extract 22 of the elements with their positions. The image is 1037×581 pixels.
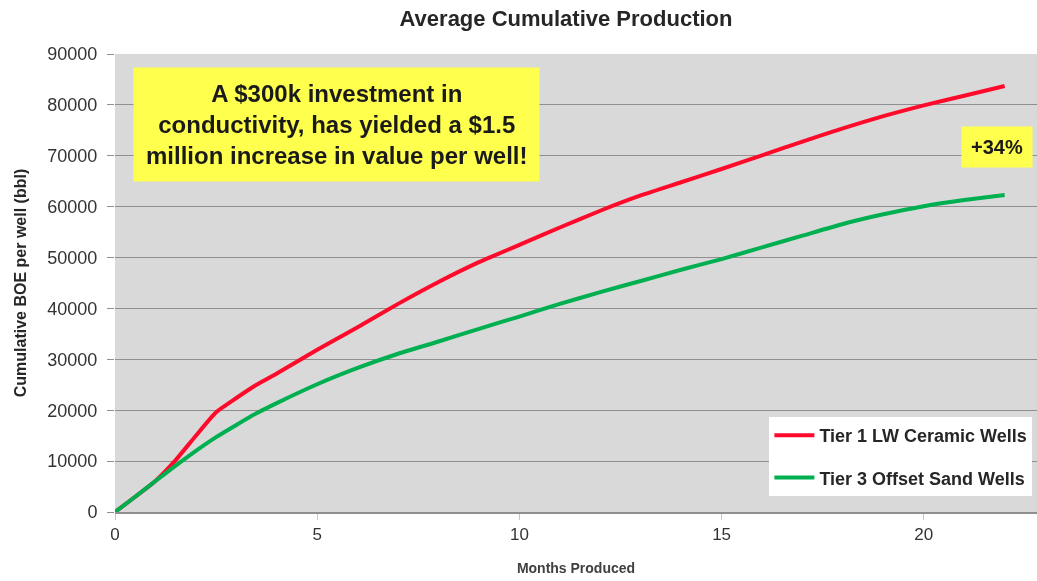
y-tick-label: 90000 [47,44,98,65]
y-tick-label: 40000 [47,298,98,319]
x-tick-label: 20 [914,525,934,545]
y-tick-label: 30000 [47,349,98,370]
chart-title: Average Cumulative Production [399,5,733,31]
x-tick-label: 15 [712,525,732,545]
y-tick-label: 80000 [47,95,98,116]
y-tick-label: 10000 [47,451,98,472]
y-tick-label: 20000 [47,400,98,421]
y-tick-label: 0 [87,502,98,523]
annotation: A $300k investment in conductivity, has yielded a $1.5 million increase in value per well! [146,80,528,170]
x-tick-label: 10 [509,525,529,545]
annotation: +34% [971,136,1023,158]
x-axis-title: Months Produced [516,559,636,576]
y-tick-label: 50000 [47,247,98,268]
y-tick-label: 60000 [47,196,98,217]
y-axis-title: Cumulative BOE per well (bbl) [12,168,30,398]
x-tick-label: 5 [312,525,322,545]
y-tick-label: 70000 [47,146,98,167]
x-tick-label: 0 [110,525,120,545]
legend-label: Tier 1 LW Ceramic Wells [819,426,1027,447]
legend-label: Tier 3 Offset Sand Wells [819,468,1025,489]
